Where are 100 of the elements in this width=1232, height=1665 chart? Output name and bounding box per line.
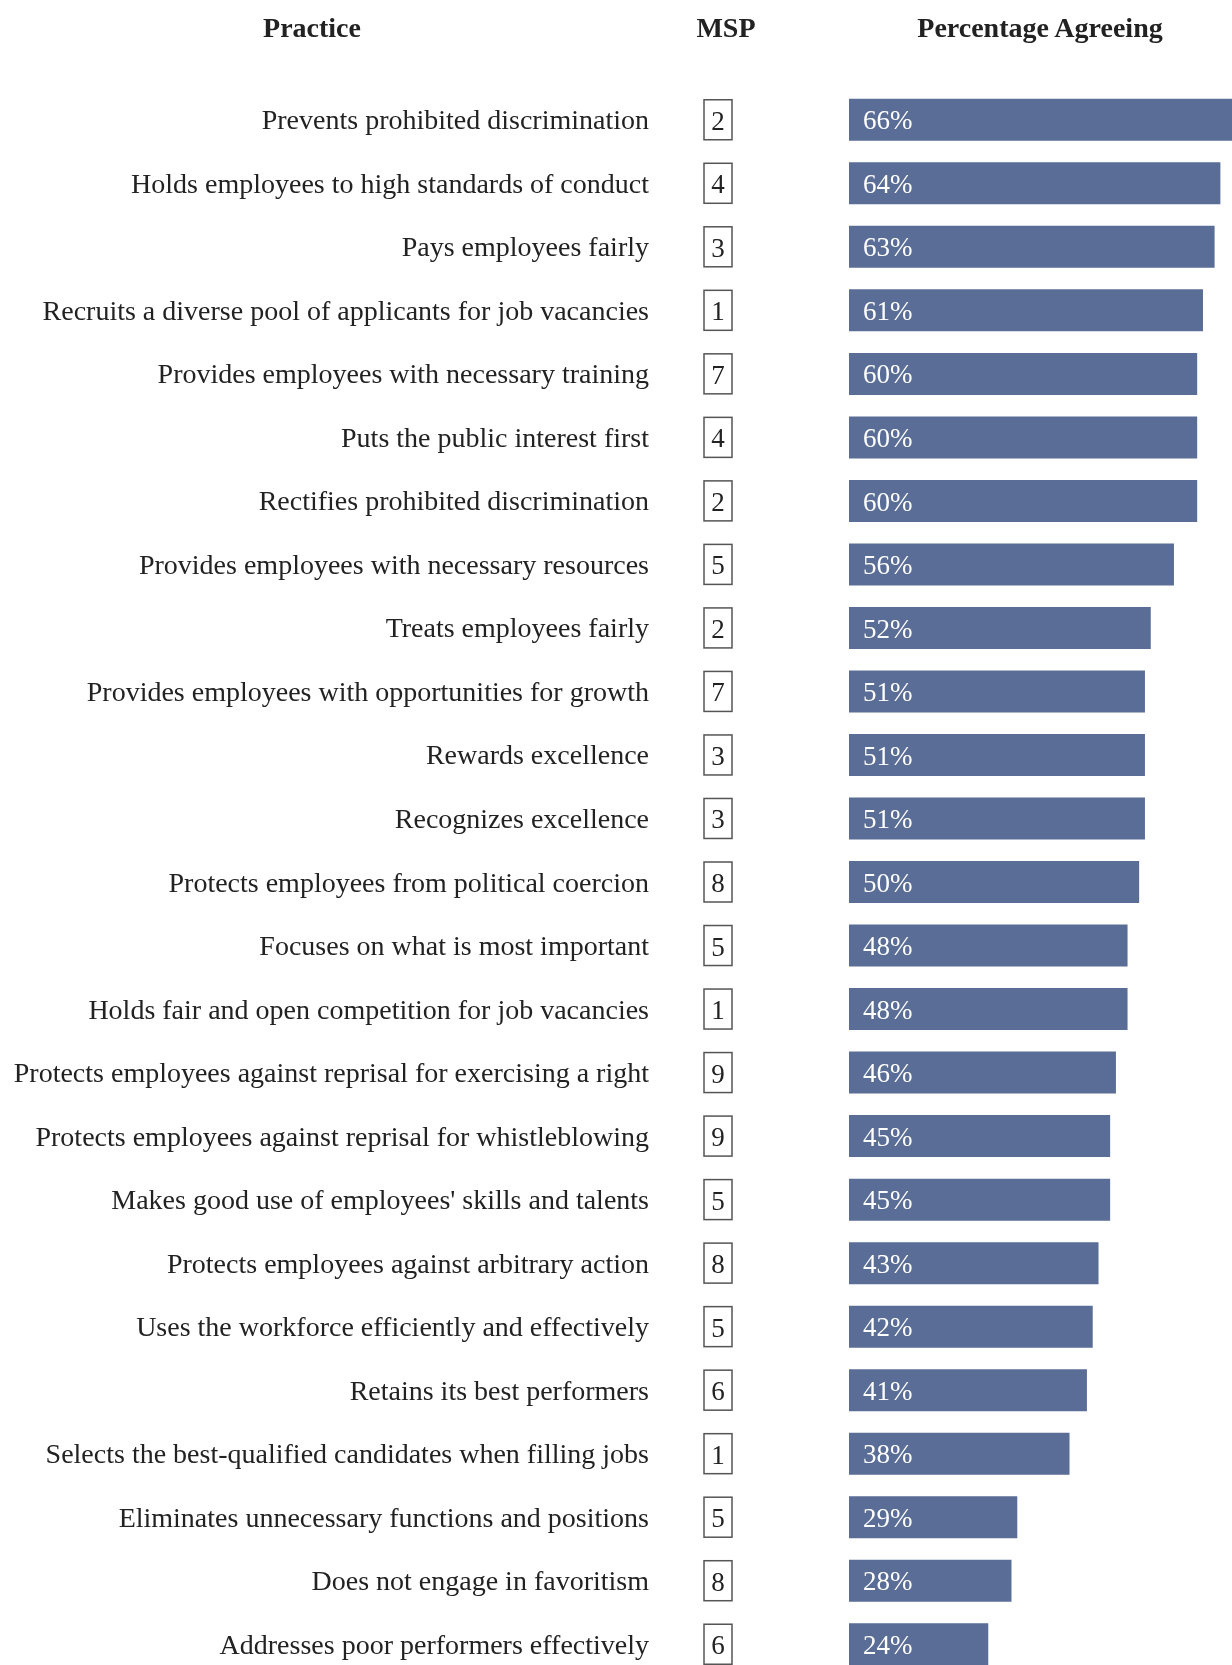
text: 1 — [711, 296, 725, 327]
y-tick-label: Recognizes excellence — [394, 802, 649, 834]
data-label: 43% — [863, 1248, 913, 1279]
data-label: 56% — [863, 550, 913, 581]
bar — [849, 1242, 1099, 1285]
y-tick-label: Protects employees against reprisal for exercising a right — [13, 1057, 650, 1089]
bar — [849, 924, 1128, 967]
text: 2 — [711, 486, 725, 517]
text: 7 — [711, 359, 725, 390]
bar — [849, 352, 1198, 395]
text: 6 — [711, 1630, 725, 1661]
data-label: 63% — [863, 232, 913, 263]
y-tick-label: Holds employees to high standards of conduct — [131, 167, 650, 199]
y-tick-label: Puts the public interest first — [341, 421, 650, 453]
y-tick-label: Provides employees with necessary resources — [138, 548, 649, 580]
text: 8 — [711, 1566, 725, 1597]
y-tick-label: Makes good use of employees' skills and talents — [111, 1184, 649, 1216]
text: 4 — [711, 423, 726, 454]
y-tick-label: Pays employees fairly — [401, 231, 649, 263]
text: 2 — [711, 105, 725, 136]
y-tick-label: Treats employees fairly — [385, 612, 649, 644]
text: 2 — [711, 613, 725, 644]
bar — [849, 988, 1128, 1031]
data-label: 60% — [863, 422, 913, 453]
data-label: 66% — [863, 105, 913, 136]
bar — [849, 289, 1203, 332]
bar — [849, 606, 1151, 649]
y-tick-label: Does not engage in favoritism — [311, 1565, 650, 1597]
data-label: 51% — [863, 677, 913, 708]
text: 1 — [711, 1439, 725, 1470]
data-label: 46% — [863, 1058, 913, 1089]
text: 5 — [711, 550, 725, 581]
y-tick-label: Retains its best performers — [349, 1374, 649, 1406]
text: 8 — [711, 1249, 725, 1280]
y-tick-label: Provides employees with opportunities for growth — [86, 675, 649, 707]
data-label: 60% — [863, 486, 913, 517]
data-label: 52% — [863, 613, 913, 644]
y-tick-label: Focuses on what is most important — [259, 930, 650, 962]
text: 9 — [711, 1122, 725, 1153]
text: MSP — [696, 12, 756, 44]
text: 8 — [711, 868, 725, 898]
bar — [849, 1305, 1093, 1348]
text: 3 — [711, 740, 725, 771]
y-axis-title: Practice — [263, 12, 361, 44]
data-label: 28% — [863, 1566, 913, 1597]
y-tick-label: Provides employees with necessary training — [157, 358, 649, 390]
text: 5 — [711, 931, 725, 962]
bar — [849, 1115, 1111, 1158]
bar — [849, 1623, 989, 1665]
text: 5 — [711, 1312, 725, 1343]
data-label: 42% — [863, 1312, 913, 1343]
y-tick-label: Uses the workforce efficiently and effectively — [136, 1311, 649, 1343]
bar — [849, 861, 1140, 904]
bar — [849, 479, 1198, 522]
text: 7 — [711, 677, 725, 708]
bar — [849, 670, 1145, 713]
text: 3 — [711, 804, 725, 835]
text: 5 — [711, 1185, 725, 1216]
y-tick-label: Holds fair and open competition for job vacancies — [88, 993, 649, 1025]
data-label: 48% — [863, 994, 913, 1025]
data-label: 61% — [863, 295, 913, 326]
bar — [849, 416, 1198, 459]
data-label: 29% — [863, 1502, 913, 1533]
x-axis-title: Percentage Agreeing — [917, 12, 1163, 44]
bar — [849, 1369, 1087, 1412]
text: 6 — [711, 1376, 725, 1407]
y-tick-label: Protects employees against reprisal for whistleblowing — [35, 1120, 649, 1152]
data-label: 45% — [863, 1185, 913, 1216]
data-label: 38% — [863, 1439, 913, 1470]
bar — [849, 225, 1215, 268]
bar — [849, 1496, 1018, 1539]
bar — [849, 162, 1221, 205]
data-label: 50% — [863, 867, 913, 898]
y-tick-label: Addresses poor performers effectively — [219, 1628, 649, 1660]
data-label: 64% — [863, 168, 913, 199]
bar — [849, 1178, 1111, 1221]
data-label: 41% — [863, 1375, 913, 1406]
bar — [849, 98, 1232, 141]
data-label: 45% — [863, 1121, 913, 1152]
text: 5 — [711, 1503, 725, 1534]
y-tick-label: Recruits a diverse pool of applicants for job vacancies — [42, 294, 649, 326]
bar — [849, 543, 1174, 586]
text: 1 — [711, 995, 725, 1026]
data-label: 48% — [863, 931, 913, 962]
data-label: 60% — [863, 359, 913, 390]
y-tick-label: Rewards excellence — [425, 739, 649, 771]
y-tick-label: Eliminates unnecessary functions and positions — [118, 1501, 649, 1533]
text: 9 — [711, 1058, 725, 1089]
y-tick-label: Selects the best-qualified candidates when filling jobs — [45, 1438, 649, 1470]
data-label: 51% — [863, 804, 913, 835]
bar — [849, 734, 1145, 776]
y-tick-label: Prevents prohibited discrimination — [261, 104, 649, 136]
bar — [849, 797, 1145, 840]
y-tick-label: Rectifies prohibited discrimination — [258, 485, 649, 517]
bar — [849, 1432, 1070, 1475]
y-tick-label: Protects employees against arbitrary action — [166, 1247, 649, 1279]
y-tick-label: Protects employees from political coercion — [168, 866, 649, 898]
data-label: 24% — [863, 1629, 913, 1660]
text: 3 — [711, 232, 725, 263]
data-label: 51% — [863, 740, 913, 771]
